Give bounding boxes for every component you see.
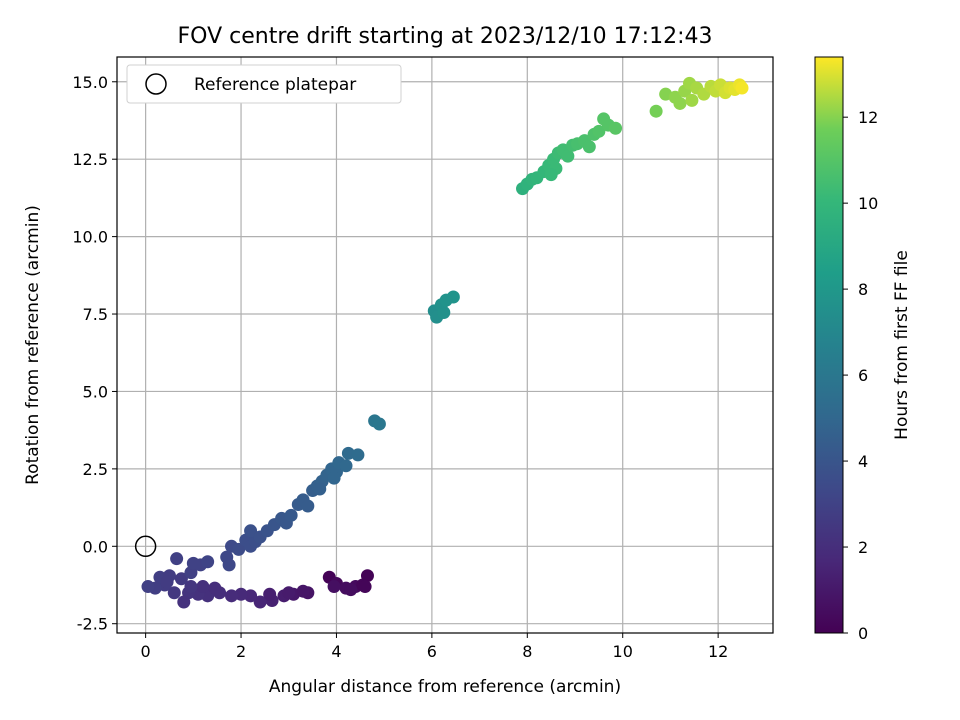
data-point	[263, 587, 277, 601]
data-point	[282, 586, 296, 600]
colorbar-tick-label: 12	[858, 108, 878, 127]
colorbar-tick-label: 2	[858, 538, 868, 557]
reference-platepar-marker	[134, 535, 157, 558]
data-point	[284, 508, 298, 522]
colorbar-label: Hours from first FF file	[892, 250, 912, 440]
x-axis-ticks: 0 2 4 6 8 10 12	[141, 633, 728, 661]
data-point	[344, 583, 358, 597]
colorbar-ticks: 0 2 4 6 8 10 12	[843, 108, 878, 643]
colorbar-tick-label: 8	[858, 280, 868, 299]
data-point	[339, 459, 353, 473]
chart-title: FOV centre drift starting at 2023/12/10 …	[178, 24, 713, 49]
y-tick-label: 5.0	[83, 382, 108, 401]
data-point	[592, 124, 606, 138]
data-point	[222, 558, 236, 572]
y-tick-label: 7.5	[83, 305, 108, 324]
legend-box	[126, 64, 402, 104]
legend: Reference platepar	[126, 64, 402, 104]
data-point	[327, 580, 341, 594]
data-point	[141, 580, 155, 594]
x-tick-label: 0	[141, 642, 151, 661]
x-tick-label: 4	[331, 642, 341, 661]
data-point	[735, 81, 749, 95]
x-axis-label: Angular distance from reference (arcmin)	[269, 677, 621, 697]
data-point	[351, 448, 365, 462]
data-point	[170, 552, 184, 566]
data-point	[174, 572, 188, 586]
data-point	[544, 168, 558, 182]
data-point	[582, 140, 596, 154]
y-tick-label: 10.0	[72, 228, 108, 247]
x-tick-label: 10	[613, 642, 633, 661]
colorbar-tick-label: 4	[858, 452, 868, 471]
data-point	[177, 595, 191, 609]
y-tick-label: 15.0	[72, 73, 108, 92]
data-point	[232, 542, 246, 556]
data-point	[358, 580, 372, 594]
data-point	[244, 524, 258, 538]
data-point	[201, 555, 215, 569]
data-point	[234, 587, 248, 601]
data-point	[253, 595, 267, 609]
data-point	[609, 121, 623, 135]
data-point	[439, 293, 453, 307]
x-tick-label: 2	[236, 642, 246, 661]
data-point	[160, 575, 174, 589]
data-point	[561, 149, 575, 163]
legend-marker-icon	[145, 73, 167, 95]
data-point	[437, 305, 451, 319]
x-tick-label: 6	[427, 642, 437, 661]
data-point	[360, 569, 374, 583]
data-point	[685, 93, 699, 107]
plot-background	[117, 57, 773, 633]
colorbar	[814, 56, 844, 634]
y-axis-ticks: -2.5 0.0 2.5 5.0 7.5 10.0 12.5 15.0	[72, 73, 117, 634]
data-point	[196, 580, 210, 594]
data-point	[208, 581, 222, 595]
plot-frame	[116, 56, 774, 634]
data-point	[225, 589, 239, 603]
data-point	[167, 586, 181, 600]
colorbar-tick-label: 0	[858, 624, 868, 643]
data-point	[649, 104, 663, 118]
data-point	[186, 556, 200, 570]
data-points	[141, 76, 749, 609]
y-tick-label: 12.5	[72, 150, 108, 169]
x-tick-label: 8	[522, 642, 532, 661]
data-point	[296, 584, 310, 598]
y-tick-label: 0.0	[83, 537, 108, 556]
legend-entry-reference-platepar: Reference platepar	[194, 75, 356, 95]
data-point	[184, 580, 198, 594]
colorbar-tick-label: 6	[858, 366, 868, 385]
data-point	[313, 482, 327, 496]
data-point	[301, 499, 315, 513]
colorbar-tick-label: 10	[858, 194, 878, 213]
data-point	[341, 446, 355, 460]
x-tick-label: 12	[708, 642, 728, 661]
y-tick-label: 2.5	[83, 460, 108, 479]
data-point	[372, 417, 386, 431]
y-tick-label: -2.5	[77, 615, 108, 634]
data-point	[673, 96, 687, 110]
y-axis-label: Rotation from reference (arcmin)	[23, 205, 43, 485]
data-point	[244, 589, 258, 603]
data-point	[327, 471, 341, 485]
